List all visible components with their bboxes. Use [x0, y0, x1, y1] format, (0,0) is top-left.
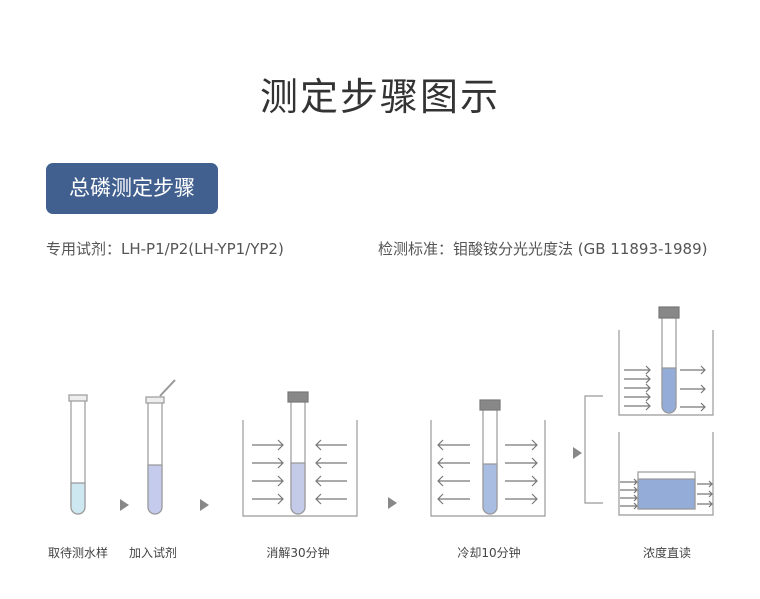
heat-arrow	[437, 493, 470, 505]
heat-arrow	[697, 490, 713, 498]
heat-arrow	[505, 475, 538, 487]
step-arrow-icon	[200, 499, 209, 511]
reading-bath-top	[618, 306, 714, 416]
heat-arrow	[624, 365, 651, 375]
heat-arrow	[252, 475, 284, 487]
heat-arrow	[697, 500, 713, 508]
heat-arrow	[505, 439, 538, 451]
heat-arrow	[680, 402, 706, 412]
step-arrow-icon	[388, 497, 397, 509]
heat-arrow	[252, 493, 284, 505]
heat-arrow	[620, 494, 638, 502]
step-label: 消解30分钟	[266, 546, 330, 560]
step-label: 浓度直读	[642, 546, 692, 560]
heat-arrow	[624, 383, 651, 393]
reading-bath-bottom	[618, 432, 714, 516]
heat-arrow	[624, 401, 651, 411]
standard-info: 检测标准：钼酸铵分光光度法 (GB 11893-1989)	[378, 240, 708, 258]
heat-arrow	[624, 374, 651, 384]
step-arrow-icon	[120, 499, 129, 511]
heat-arrow	[252, 439, 284, 451]
page-title: 测定步骤图示	[259, 75, 500, 119]
cooling-bath	[430, 399, 546, 517]
heat-arrow	[437, 439, 470, 451]
heat-arrow	[505, 457, 538, 469]
section-badge: 总磷测定步骤	[46, 163, 218, 214]
heat-arrow	[620, 478, 638, 486]
heat-arrow	[697, 480, 713, 488]
step-arrow-icon	[573, 447, 582, 459]
bracket	[584, 395, 603, 504]
step-label: 冷却10分钟	[457, 546, 521, 560]
heat-arrow	[315, 439, 347, 451]
step-label: 加入试剂	[128, 546, 178, 560]
heat-arrow	[620, 502, 638, 510]
heat-arrow	[315, 457, 347, 469]
heat-arrow	[680, 384, 706, 394]
sample-tube	[68, 394, 88, 515]
heat-arrow	[620, 486, 638, 494]
digestion-bath	[242, 391, 358, 517]
heat-arrow	[252, 457, 284, 469]
heat-arrow	[437, 475, 470, 487]
heat-arrow	[315, 493, 347, 505]
reagent-info: 专用试剂：LH-P1/P2(LH-YP1/YP2)	[46, 240, 284, 258]
reagent-tube	[145, 379, 176, 515]
heat-arrow	[624, 392, 651, 402]
heat-arrow	[680, 365, 706, 375]
heat-arrow	[505, 493, 538, 505]
heat-arrow	[315, 475, 347, 487]
step-label: 取待测水样	[47, 546, 109, 560]
heat-arrow	[437, 457, 470, 469]
